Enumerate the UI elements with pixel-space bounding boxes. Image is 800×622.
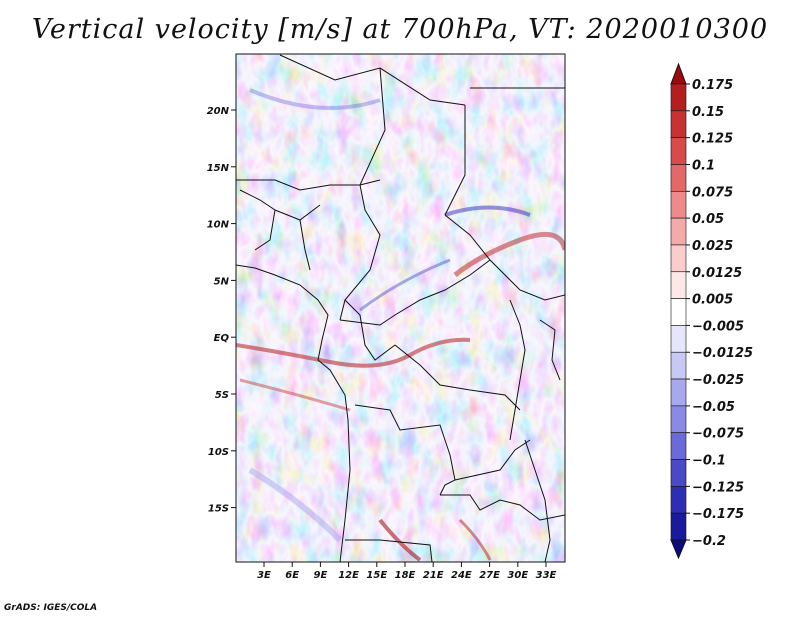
lon-label: 33E [536, 570, 557, 581]
colorbar-label: 0.075 [692, 185, 733, 200]
colorbar-bin [670, 271, 687, 299]
colorbar-bin [670, 110, 687, 138]
colorbar-label: 0.0125 [692, 266, 742, 281]
colorbar-label: 0.05 [692, 212, 724, 227]
colorbar: 0.175 0.15 0.125 0.1 0.075 0.05 0.025 0.0125 0.0… [670, 62, 753, 560]
colorbar-bin [670, 298, 687, 326]
colorbar-label: 0.005 [692, 293, 733, 308]
lon-label: 24E [451, 570, 472, 581]
longitude-axis: 3E 6E 9E 12E 15E 18E 21E 24E 27E 30E 33E [257, 562, 557, 581]
colorbar-bin [670, 432, 687, 460]
lon-label: 21E [423, 570, 444, 581]
colorbar-bin [670, 164, 687, 192]
lat-label: 15N [207, 163, 230, 174]
colorbar-label: 0.025 [692, 239, 733, 254]
colorbar-label: −0.2 [692, 534, 726, 549]
colorbar-bin [670, 486, 687, 514]
colorbar-max-arrow [670, 62, 687, 85]
lon-label: 30E [507, 570, 528, 581]
colorbar-label: −0.0125 [692, 346, 753, 361]
lon-label: 3E [257, 570, 271, 581]
country-borders [236, 54, 565, 562]
grads-credit: GrADS: IGES/COLA [4, 603, 98, 613]
colorbar-label: −0.1 [692, 454, 726, 469]
lon-label: 12E [338, 570, 359, 581]
colorbar-bin [670, 325, 687, 353]
colorbar-bin [670, 83, 687, 112]
colorbar-label: 0.175 [692, 78, 733, 93]
lat-label: 10N [207, 220, 230, 231]
lat-label: EQ [214, 333, 230, 344]
velocity-field [236, 54, 565, 562]
colorbar-min-arrow [670, 539, 687, 560]
colorbar-bin [670, 405, 687, 434]
colorbar-label: 0.1 [692, 158, 715, 173]
latitude-axis: 20N 15N 10N 5N EQ 5S 10S 15S [207, 106, 236, 515]
lat-label: 10S [208, 447, 229, 458]
colorbar-label: 0.125 [692, 132, 733, 147]
lon-label: 15E [366, 570, 387, 581]
colorbar-bin [670, 378, 687, 407]
colorbar-label: −0.05 [692, 400, 735, 415]
colorbar-bin [670, 459, 687, 487]
lon-label: 27E [479, 570, 500, 581]
colorbar-bin [670, 512, 687, 541]
colorbar-bin [670, 244, 687, 273]
colorbar-label: 0.15 [692, 105, 724, 120]
colorbar-label: −0.175 [692, 507, 744, 522]
colorbar-label: −0.125 [692, 480, 744, 495]
lat-label: 5N [214, 276, 230, 287]
map-frame [235, 53, 566, 563]
colorbar-label: −0.025 [692, 373, 744, 388]
colorbar-label: −0.005 [692, 319, 744, 334]
map-title: Vertical velocity [m/s] at 700hPa, VT: 2… [31, 14, 769, 45]
lon-label: 6E [285, 570, 299, 581]
lat-label: 5S [215, 390, 229, 401]
lat-label: 15S [208, 504, 229, 515]
colorbar-bin [670, 190, 687, 219]
colorbar-bin [670, 217, 687, 246]
colorbar-bin [670, 351, 687, 380]
lon-label: 9E [314, 570, 328, 581]
lat-label: 20N [207, 106, 230, 117]
colorbar-bin [670, 137, 687, 165]
lon-label: 18E [395, 570, 416, 581]
colorbar-label: −0.075 [692, 427, 744, 442]
